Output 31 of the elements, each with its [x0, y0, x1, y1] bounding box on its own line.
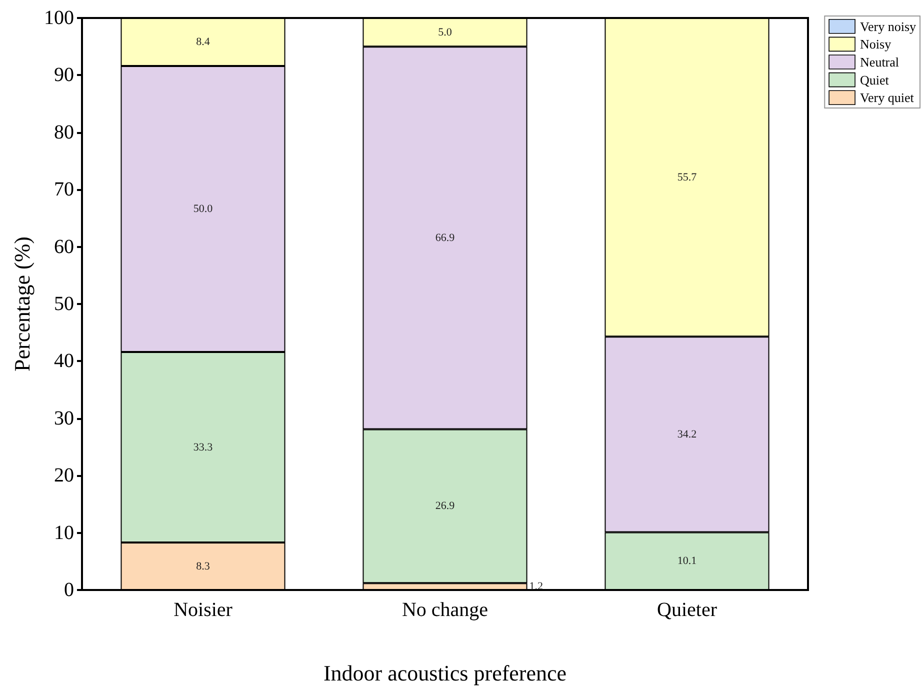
y-tick-label: 80 — [54, 121, 74, 144]
data-label: 8.4 — [196, 36, 210, 48]
data-label: 26.9 — [435, 500, 456, 512]
data-label: 8.3 — [196, 560, 210, 572]
y-tick-label: 90 — [54, 64, 74, 86]
data-label: 33.3 — [193, 441, 214, 454]
y-tick-label: 100 — [44, 7, 74, 29]
data-label: 34.2 — [677, 428, 697, 440]
x-tick-label: Noisier — [174, 599, 233, 621]
legend-label: Very noisy — [860, 18, 916, 34]
x-tick-label: Quieter — [657, 599, 718, 621]
y-tick-label: 60 — [54, 236, 74, 258]
data-label: 5.0 — [438, 26, 452, 38]
legend-label: Very quiet — [860, 90, 914, 106]
legend-label: Quiet — [860, 72, 890, 88]
data-label: 55.7 — [677, 171, 698, 184]
x-tick-label: No change — [402, 599, 488, 621]
y-axis-title: Percentage (%) — [10, 236, 35, 372]
y-tick-label: 20 — [54, 464, 74, 487]
y-tick-label: 30 — [54, 407, 74, 430]
data-label: 66.9 — [435, 232, 456, 244]
y-tick-label: 10 — [54, 522, 74, 544]
data-label: 10.1 — [677, 555, 697, 568]
y-tick-label: 50 — [54, 293, 74, 315]
data-label: 50.0 — [193, 203, 214, 216]
legend-label: Noisy — [860, 36, 892, 52]
x-axis-title: Indoor acoustics preference — [323, 660, 567, 686]
y-tick-label: 40 — [54, 350, 74, 372]
legend-label: Neutral — [860, 54, 900, 70]
y-tick-label: 70 — [54, 178, 74, 201]
y-tick-label: 0 — [64, 579, 74, 601]
